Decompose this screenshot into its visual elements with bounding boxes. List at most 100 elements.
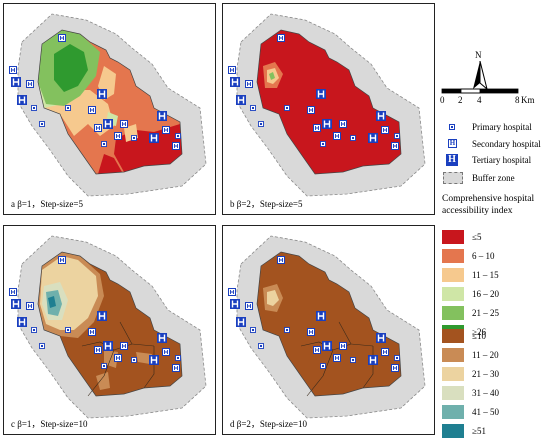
map-canvas-c: [9, 235, 207, 419]
legend-swatch: [442, 424, 464, 438]
primary-hospital-marker: [250, 327, 256, 333]
index-legend: Comprehensive hospital accessibility ind…: [440, 192, 550, 438]
legend-class-label: 21 – 30: [472, 369, 499, 379]
tertiary-hospital-marker: [103, 341, 113, 351]
tertiary-hospital-marker: [316, 89, 326, 99]
secondary-hospital-marker: [114, 354, 122, 362]
tertiary-hospital-marker: [103, 119, 113, 129]
secondary-hospital-marker: [307, 106, 315, 114]
map-canvas-b: [228, 13, 426, 197]
primary-hospital-marker: [258, 121, 264, 127]
primary-hospital-marker: [320, 141, 326, 147]
tertiary-hospital-icon: H: [446, 154, 458, 166]
north-label: N: [475, 50, 482, 60]
primary-hospital-marker: [31, 105, 37, 111]
tertiary-hospital-marker: [97, 311, 107, 321]
secondary-hospital-marker: [114, 132, 122, 140]
primary-hospital-marker: [131, 357, 137, 363]
primary-hospital-marker: [350, 357, 356, 363]
secondary-hospital-marker: [88, 328, 96, 336]
primary-hospital-marker: [284, 327, 290, 333]
tertiary-hospital-marker: [368, 133, 378, 143]
accessibility-surface: [257, 30, 401, 174]
secondary-hospital-marker: [88, 106, 96, 114]
legend-class-label: ≤5: [472, 232, 482, 242]
primary-hospital-marker: [350, 135, 356, 141]
secondary-hospital-marker: [162, 126, 170, 134]
map-canvas-a: [9, 13, 207, 197]
primary-hospital-marker: [320, 363, 326, 369]
tertiary-hospital-marker: [149, 133, 159, 143]
index-legend-title-2: accessibility index: [442, 206, 513, 216]
secondary-hospital-marker: [26, 302, 34, 310]
secondary-hospital-marker: [381, 348, 389, 356]
legend-class-label: 21 – 25: [472, 308, 499, 318]
map-panel-b: b β=2，Step-size=5: [222, 3, 435, 215]
secondary-hospital-marker: [333, 132, 341, 140]
legend-swatch: [442, 287, 464, 301]
secondary-hospital-marker: [94, 124, 102, 132]
tertiary-hospital-marker: [322, 119, 332, 129]
primary-hospital-marker: [284, 105, 290, 111]
tertiary-hospital-marker: [97, 89, 107, 99]
secondary-hospital-marker: [307, 328, 315, 336]
tertiary-hospital-marker: [11, 299, 21, 309]
secondary-hospital-icon: H: [448, 139, 457, 148]
panel-caption-d: d β=2，Step-size=10: [230, 419, 307, 429]
scale-bar: 0 2 4 8 Km: [440, 88, 548, 114]
legend-swatch: [442, 268, 464, 282]
legend-swatch: [442, 405, 464, 419]
secondary-hospital-marker: [120, 120, 128, 128]
map-panel-a: a β=1，Step-size=5: [3, 3, 216, 215]
primary-hospital-marker: [250, 105, 256, 111]
accessibility-surface: [38, 30, 182, 174]
map-panel-c: c β=1，Step-size=10: [3, 225, 216, 435]
tertiary-hospital-marker: [236, 317, 246, 327]
secondary-hospital-marker: [339, 120, 347, 128]
index-legend-title-1: Comprehensive hospital: [442, 194, 535, 204]
secondary-hospital-marker: [245, 302, 253, 310]
scale-tick-0: 0: [440, 95, 445, 105]
primary-hospital-marker: [175, 133, 181, 139]
tertiary-hospital-marker: [230, 77, 240, 87]
secondary-hospital-marker: [9, 66, 17, 74]
secondary-hospital-marker: [58, 34, 66, 42]
tertiary-hospital-marker: [149, 355, 159, 365]
tertiary-hospital-marker: [11, 77, 21, 87]
tertiary-hospital-marker: [157, 111, 167, 121]
primary-hospital-icon: [449, 124, 455, 130]
primary-hospital-marker: [175, 355, 181, 361]
panel-caption-c: c β=1，Step-size=10: [11, 419, 88, 429]
tertiary-hospital-marker: [376, 111, 386, 121]
legend-class-label: ≥51: [472, 426, 486, 436]
accessibility-surface: [257, 252, 401, 396]
buffer-zone-swatch: [443, 172, 463, 184]
secondary-hospital-marker: [172, 364, 180, 372]
primary-hospital-marker: [101, 363, 107, 369]
secondary-hospital-label: Secondary hospital: [472, 139, 541, 149]
secondary-hospital-marker: [333, 354, 341, 362]
secondary-hospital-marker: [228, 288, 236, 296]
buffer-zone-label: Buffer zone: [472, 173, 515, 183]
legend-class-label: 41 – 50: [472, 407, 499, 417]
secondary-hospital-marker: [381, 126, 389, 134]
tertiary-hospital-marker: [157, 333, 167, 343]
secondary-hospital-marker: [58, 256, 66, 264]
map-canvas-d: [228, 235, 426, 419]
secondary-hospital-marker: [26, 80, 34, 88]
map-panel-d: d β=2，Step-size=10: [222, 225, 435, 435]
tertiary-hospital-marker: [17, 317, 27, 327]
secondary-hospital-marker: [277, 34, 285, 42]
secondary-hospital-marker: [313, 124, 321, 132]
tertiary-hospital-marker: [17, 95, 27, 105]
legend-class-label: 11 – 20: [472, 350, 499, 360]
secondary-hospital-marker: [172, 142, 180, 150]
study-area-boundary: [37, 29, 183, 175]
legend-swatch: [442, 367, 464, 381]
primary-hospital-marker: [131, 135, 137, 141]
legend-swatch: [442, 230, 464, 244]
study-area-boundary: [37, 251, 183, 397]
tertiary-hospital-marker: [236, 95, 246, 105]
tertiary-hospital-marker: [316, 311, 326, 321]
legend-class-label: 31 – 40: [472, 388, 499, 398]
